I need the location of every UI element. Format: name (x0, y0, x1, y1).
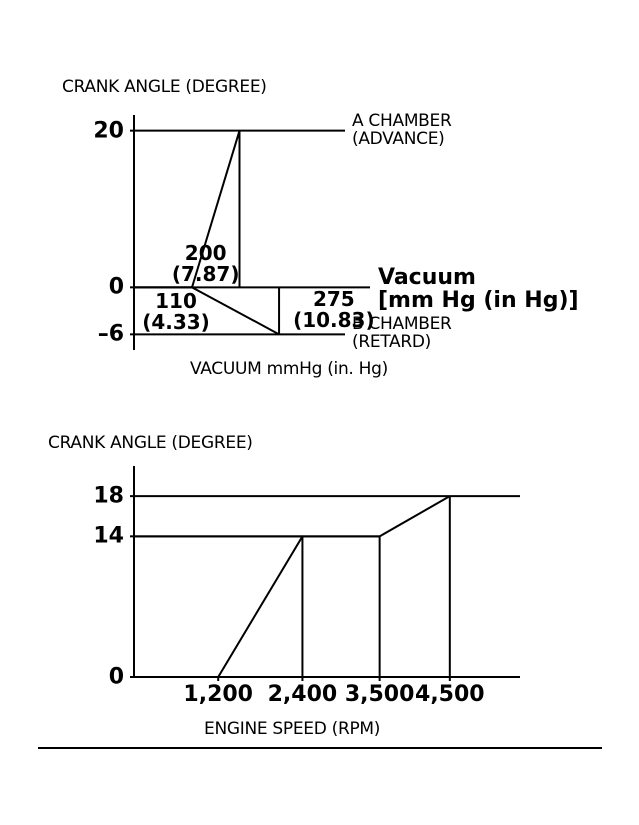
series-line (217, 495, 451, 678)
y-tick-label: 0 (108, 664, 124, 690)
y-tick-label: 14 (93, 523, 124, 549)
series-line (191, 286, 280, 336)
x-tick-label: 4,500 (415, 682, 485, 707)
series-label: A CHAMBER (ADVANCE) (352, 110, 452, 149)
annotation: Vacuum [mm Hg (in Hg)] (378, 265, 579, 314)
x-tick-label: 1,200 (183, 682, 253, 707)
x-axis-title: ENGINE SPEED (RPM) (204, 719, 381, 740)
y-tick-label: 20 (93, 118, 124, 144)
y-tick-label: –6 (97, 321, 124, 347)
x-tick-label: 275 (10.83) (293, 287, 375, 333)
x-axis-title: VACUUM mmHg (in. Hg) (190, 359, 388, 380)
x-tick-label: 200 (7.87) (171, 241, 240, 287)
y-tick-label: 18 (93, 483, 124, 509)
series-line (191, 130, 241, 288)
y-axis-title: CRANK ANGLE (DEGREE) (62, 77, 267, 98)
x-tick-label: 110 (4.33) (142, 289, 210, 335)
series-label: B CHAMBER (RETARD) (352, 314, 452, 353)
y-axis-title: CRANK ANGLE (DEGREE) (48, 433, 253, 454)
y-tick-label: 0 (108, 274, 124, 300)
x-tick-label: 2,400 (267, 682, 338, 707)
x-tick-label: 3,500 (344, 682, 415, 707)
